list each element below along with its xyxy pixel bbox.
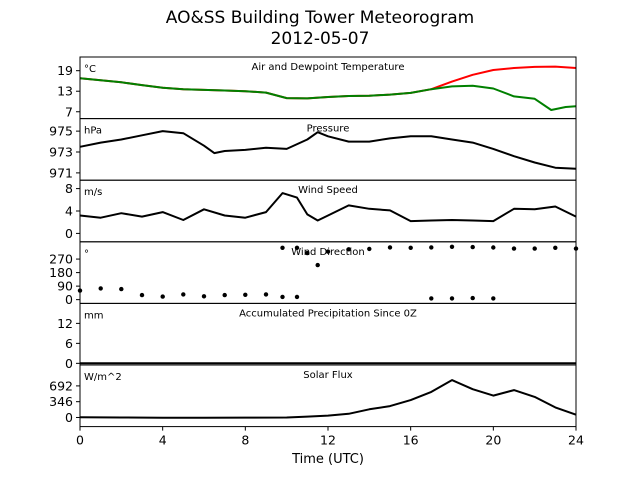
x-tick-label-2: 8 <box>241 433 249 448</box>
panel-1-ytick-label-1: 973 <box>49 145 73 160</box>
panel-3-title: Wind Direction <box>291 247 365 258</box>
panel-2-title: Wind Speed <box>298 185 358 196</box>
panel-3-point-27 <box>553 245 558 250</box>
panel-5-ytick-label-1: 346 <box>49 394 73 409</box>
panel-3-ytick-label-1: 90 <box>57 279 73 294</box>
panel-4-unit-label: mm <box>84 310 103 321</box>
panel-3-point-30 <box>449 296 455 301</box>
panel-3-point-31 <box>470 295 475 301</box>
panel-3-ytick-label-2: 180 <box>49 265 73 280</box>
x-tick-label-1: 4 <box>159 433 167 448</box>
panel-3-point-10 <box>280 294 285 300</box>
panel-3-point-29 <box>429 296 434 301</box>
panel-3-point-13 <box>294 245 300 250</box>
panel-1-series-0-line <box>79 130 577 170</box>
panel-3-point-8 <box>243 292 248 297</box>
panel-1-ytick-label-0: 971 <box>49 165 73 180</box>
chart-title-line2: 2012-05-07 <box>270 29 370 49</box>
panel-4-ytick-label-2: 12 <box>57 316 73 331</box>
panel-4-ytick-label-0: 0 <box>65 356 73 371</box>
panel-5-ytick-label-0: 0 <box>65 410 73 425</box>
panel-0-series-1-line <box>79 77 577 111</box>
panel-5-ytick-label-2: 692 <box>49 378 73 393</box>
panel-3-point-25 <box>511 246 517 251</box>
panel-0-ytick-label-1: 13 <box>57 84 73 99</box>
panel-0-ytick-label-2: 19 <box>57 63 73 78</box>
panel-3-point-15 <box>315 262 320 268</box>
x-tick-label-4: 16 <box>403 433 419 448</box>
panel-3-point-21 <box>429 245 434 250</box>
panel-3-point-16 <box>325 249 331 254</box>
panel-3-point-19 <box>387 245 393 250</box>
panel-4-ytick-label-1: 6 <box>65 336 73 351</box>
panel-3-point-2 <box>119 286 124 292</box>
panel-2-ytick-label-0: 0 <box>65 226 73 241</box>
panel-5-unit-label: W/m^2 <box>84 372 122 383</box>
x-tick-label-3: 12 <box>320 433 336 448</box>
panel-3-point-11 <box>294 294 300 300</box>
panel-3-point-9 <box>263 292 269 297</box>
panel-4-title: Accumulated Precipitation Since 0Z <box>239 308 417 319</box>
panel-3-point-24 <box>491 245 496 250</box>
panel-3-point-12 <box>280 245 285 250</box>
panel-3-point-26 <box>532 246 537 251</box>
panel-3-point-20 <box>408 245 413 250</box>
panel-3-unit-label: ° <box>84 249 89 260</box>
panel-3-point-14 <box>305 250 310 256</box>
panel-5-title: Solar Flux <box>303 370 353 381</box>
x-axis-label: Time (UTC) <box>292 452 364 467</box>
x-tick-label-0: 0 <box>76 433 84 448</box>
panel-3-point-18 <box>367 246 372 252</box>
panel-3-point-17 <box>346 247 351 252</box>
panel-1-ytick-label-2: 975 <box>49 124 73 139</box>
panel-1-title: Pressure <box>307 124 350 135</box>
panel-0-ytick-label-0: 7 <box>65 104 73 119</box>
panel-2-unit-label: m/s <box>84 187 102 198</box>
panel-3-point-22 <box>449 244 455 249</box>
panel-0-unit-label: °C <box>84 64 96 75</box>
panel-3-point-5 <box>181 292 186 297</box>
panel-3-ytick-label-3: 270 <box>49 252 73 267</box>
panel-2-ytick-label-2: 8 <box>65 181 73 196</box>
panel-5-series-0-line <box>79 379 577 419</box>
panel-3-point-4 <box>160 294 165 299</box>
panel-3-ytick-label-0: 0 <box>65 292 73 307</box>
x-tick-label-5: 20 <box>485 433 501 448</box>
panel-3-point-23 <box>470 244 475 250</box>
panel-1-unit-label: hPa <box>84 126 102 137</box>
panel-3-point-1 <box>98 286 103 291</box>
panel-3-point-6 <box>201 294 207 299</box>
panel-3-point-7 <box>222 292 227 298</box>
panel-3-point-3 <box>139 292 145 298</box>
x-tick-label-6: 24 <box>568 433 584 448</box>
panel-0-title: Air and Dewpoint Temperature <box>252 62 405 73</box>
panel-2-series-0-line <box>79 192 577 223</box>
chart-title-line1: AO&SS Building Tower Meteorogram <box>165 8 475 28</box>
panel-3-point-32 <box>491 296 496 301</box>
panel-2-ytick-label-1: 4 <box>65 204 73 219</box>
